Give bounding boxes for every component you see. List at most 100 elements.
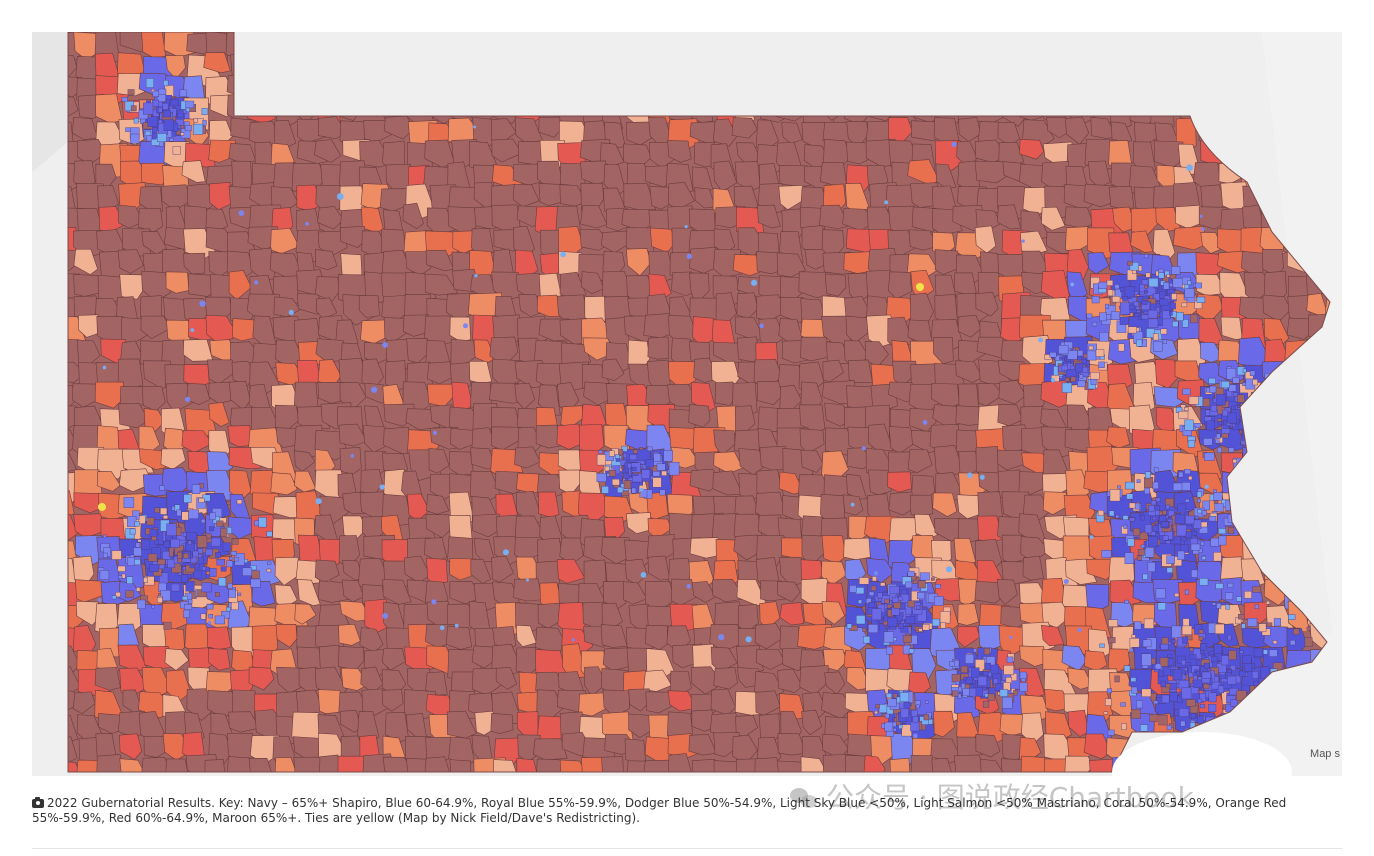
municipality xyxy=(646,534,675,563)
precinct xyxy=(902,635,912,643)
precinct xyxy=(1197,698,1202,704)
precinct xyxy=(1137,549,1145,556)
precinct xyxy=(1131,686,1138,694)
municipality xyxy=(643,313,672,339)
precinct xyxy=(641,469,651,479)
precinct xyxy=(893,602,901,609)
precinct xyxy=(1108,510,1115,517)
precinct xyxy=(1252,671,1259,679)
town-precinct xyxy=(474,274,478,278)
precinct xyxy=(1185,498,1190,503)
municipality xyxy=(800,449,824,473)
municipality xyxy=(359,627,384,653)
precinct xyxy=(1134,503,1141,510)
municipality xyxy=(1106,426,1131,450)
precinct xyxy=(631,487,637,494)
precinct xyxy=(1153,467,1159,473)
precinct xyxy=(899,692,910,703)
municipality xyxy=(317,359,342,386)
precinct xyxy=(1180,482,1191,491)
precinct xyxy=(1123,665,1131,672)
municipality xyxy=(68,451,78,473)
precinct xyxy=(963,676,968,681)
precinct xyxy=(130,105,137,112)
precinct xyxy=(871,608,882,621)
municipality xyxy=(491,556,514,583)
municipality xyxy=(888,517,920,547)
precinct xyxy=(1133,313,1140,318)
precinct xyxy=(129,528,136,535)
precinct xyxy=(1019,682,1028,692)
municipality xyxy=(1108,185,1135,210)
municipality xyxy=(1021,712,1044,745)
municipality xyxy=(1022,555,1044,581)
precinct xyxy=(1117,485,1121,489)
municipality xyxy=(909,292,934,328)
municipality xyxy=(141,270,171,302)
town-precinct xyxy=(379,484,385,490)
precinct xyxy=(1013,689,1018,696)
precinct xyxy=(1077,355,1082,361)
municipality xyxy=(270,228,300,254)
precinct xyxy=(668,462,680,476)
precinct xyxy=(1161,521,1169,528)
precinct xyxy=(152,99,159,107)
municipality xyxy=(822,359,844,383)
precinct xyxy=(1099,643,1105,648)
municipality xyxy=(448,451,475,476)
precinct xyxy=(127,89,135,96)
municipality xyxy=(117,204,144,229)
municipality xyxy=(559,759,588,772)
municipality xyxy=(117,249,144,274)
precinct xyxy=(1214,623,1225,634)
precinct xyxy=(1158,714,1168,726)
precinct xyxy=(177,110,184,118)
municipality xyxy=(888,491,914,516)
precinct xyxy=(1129,638,1140,648)
precinct xyxy=(1181,687,1192,700)
town-precinct xyxy=(1070,282,1074,287)
precinct xyxy=(1183,667,1188,672)
precinct xyxy=(1244,663,1253,672)
municipality xyxy=(1220,316,1243,340)
precinct xyxy=(598,450,603,454)
precinct xyxy=(1136,479,1141,484)
precinct xyxy=(615,454,620,459)
municipality xyxy=(491,118,517,143)
precinct xyxy=(222,542,231,552)
precinct xyxy=(1213,552,1222,562)
precinct xyxy=(137,599,146,610)
municipality xyxy=(691,382,716,413)
precinct xyxy=(183,553,190,559)
precinct xyxy=(908,648,915,654)
municipality xyxy=(755,690,781,716)
municipality xyxy=(957,315,982,338)
municipality xyxy=(709,624,745,652)
precinct xyxy=(862,627,867,632)
municipality xyxy=(907,449,933,474)
municipality xyxy=(1155,207,1181,232)
precinct xyxy=(1178,471,1184,478)
municipality xyxy=(73,274,107,297)
precinct xyxy=(1141,300,1148,305)
municipality xyxy=(274,757,298,772)
precinct xyxy=(227,583,233,589)
precinct xyxy=(1150,500,1157,506)
precinct xyxy=(1232,459,1237,464)
municipality xyxy=(713,451,744,474)
precinct xyxy=(900,708,909,718)
precinct xyxy=(987,693,995,701)
map-view[interactable]: Map s xyxy=(32,32,1342,776)
municipality xyxy=(822,733,849,760)
precinct xyxy=(163,80,169,87)
precinct xyxy=(663,450,674,462)
precinct xyxy=(187,540,192,545)
precinct xyxy=(910,721,920,732)
precinct xyxy=(163,110,171,118)
precinct xyxy=(1185,699,1196,707)
municipality xyxy=(491,426,522,451)
precinct xyxy=(955,680,960,685)
precinct xyxy=(1124,481,1135,490)
municipality xyxy=(297,578,321,606)
precinct xyxy=(1157,602,1166,611)
